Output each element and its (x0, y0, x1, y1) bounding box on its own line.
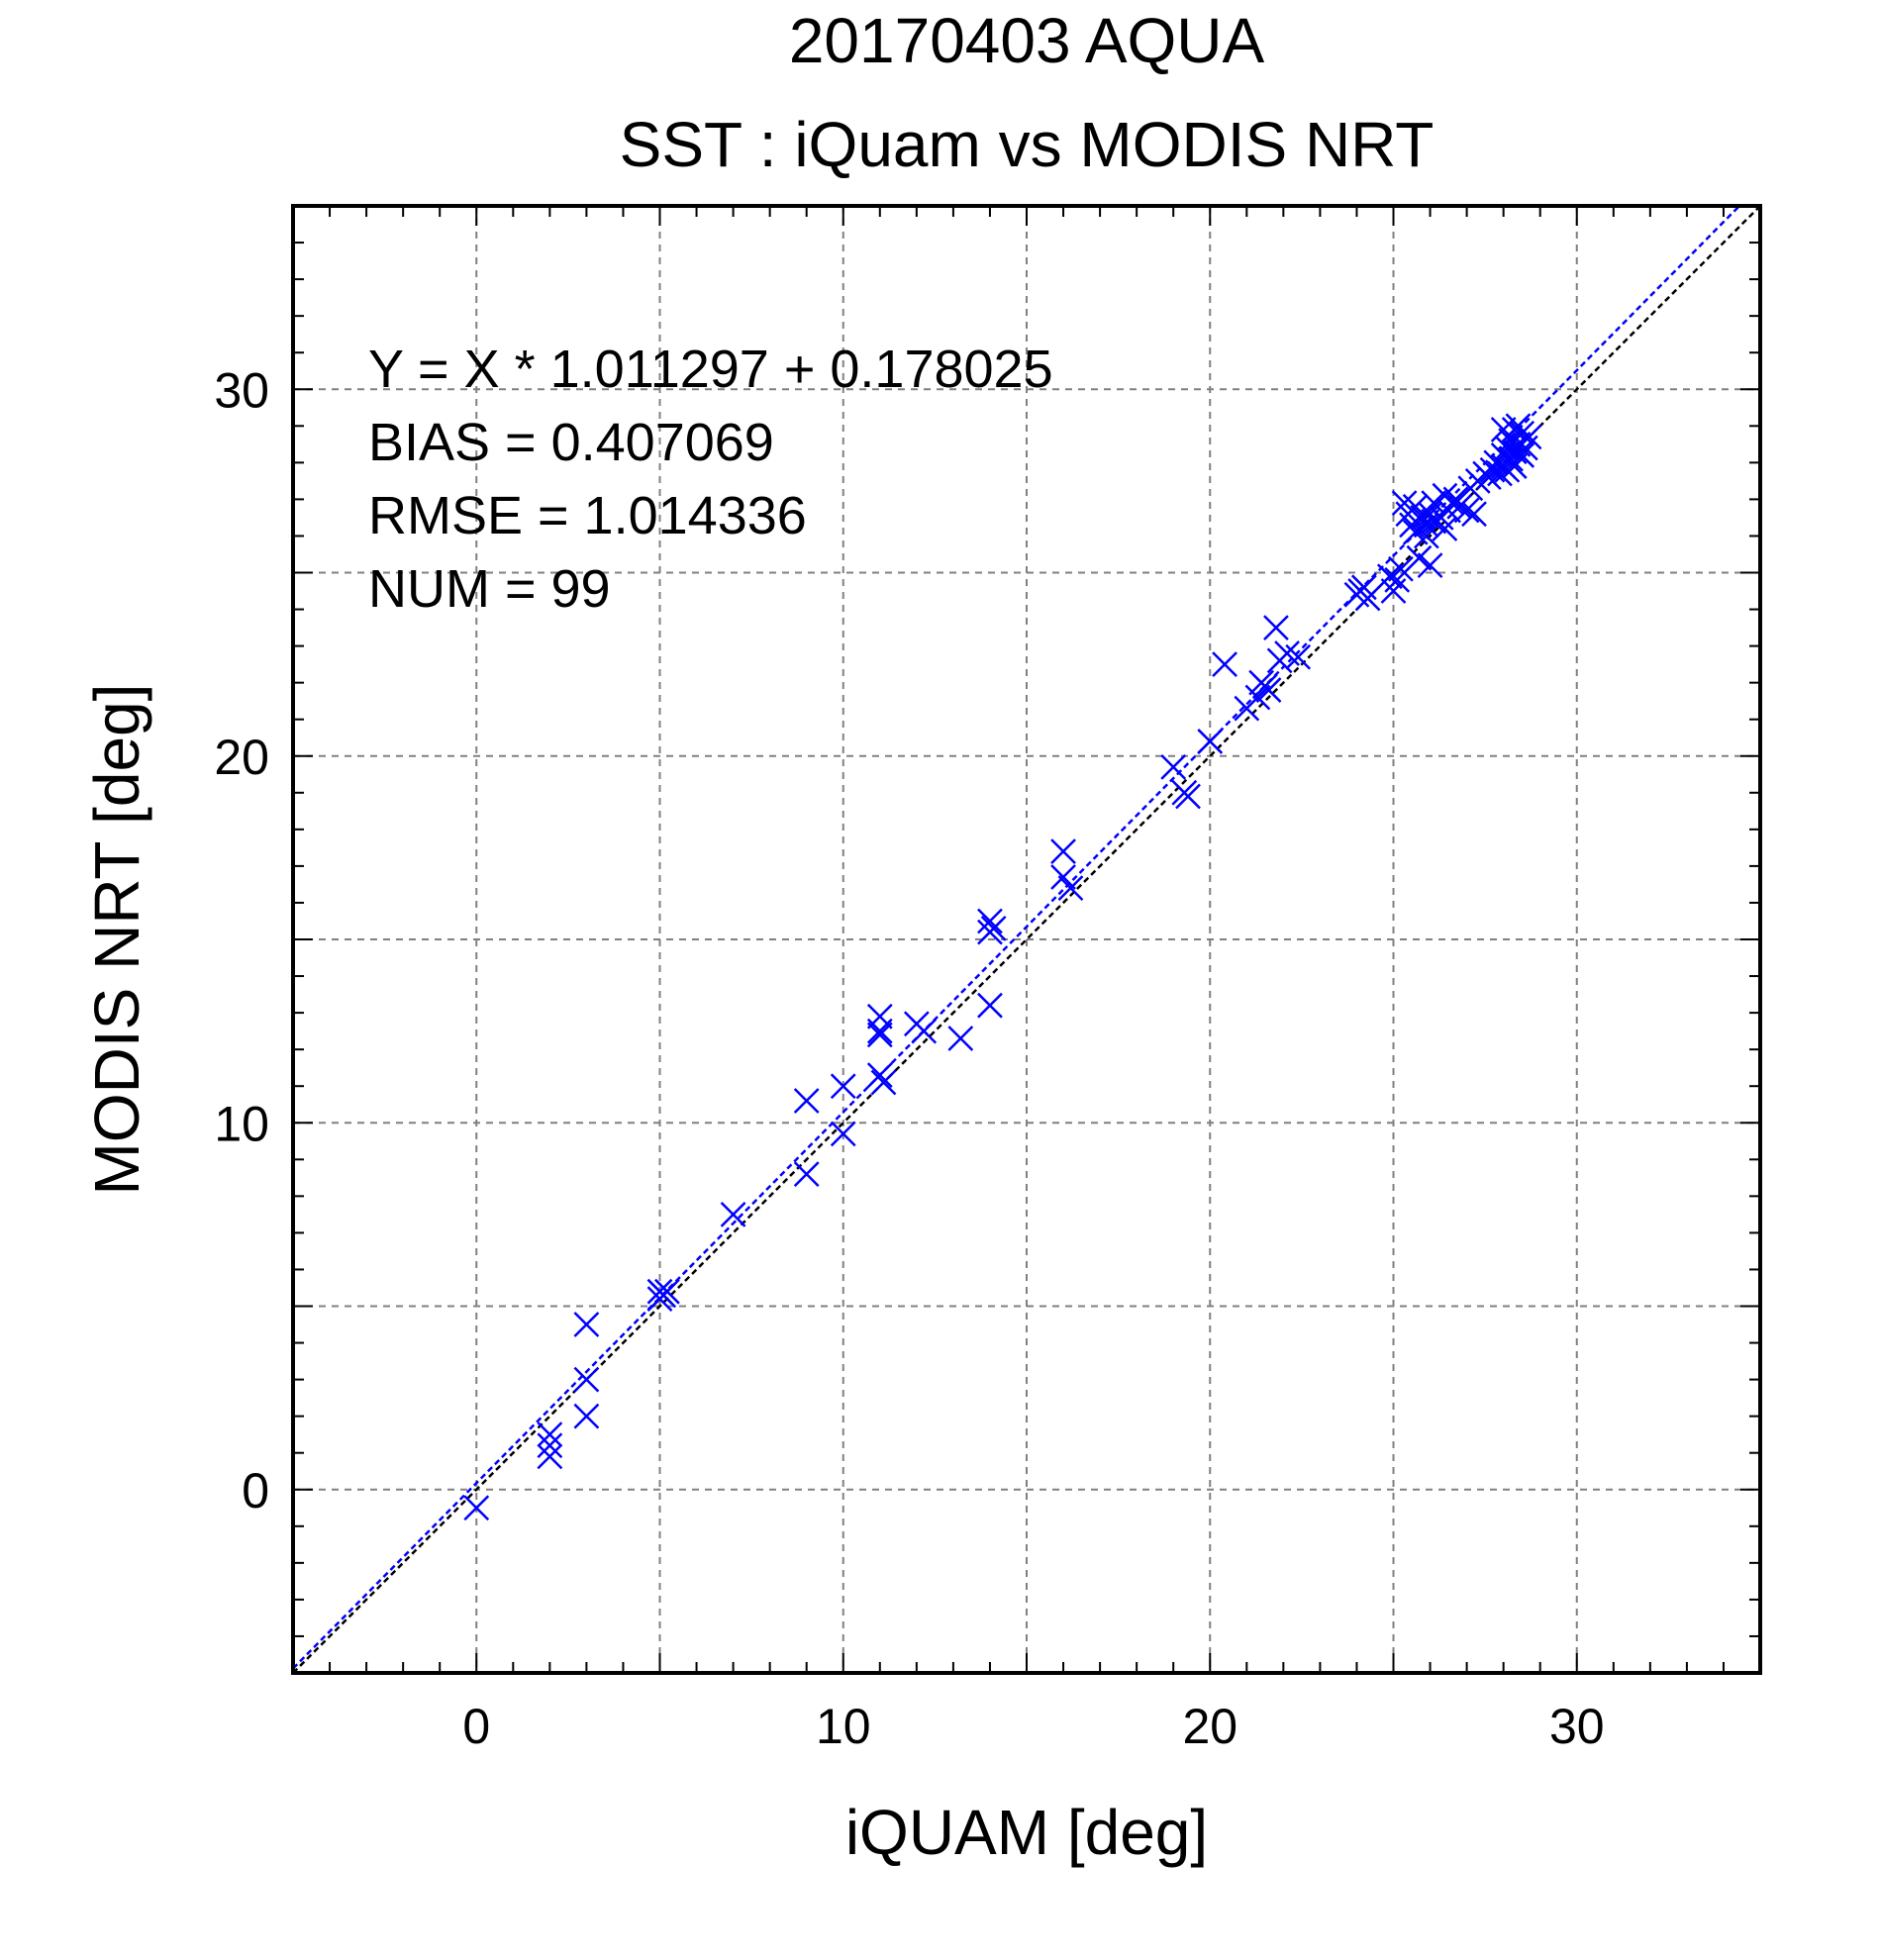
x-tick-label: 0 (462, 1699, 490, 1754)
data-point (1453, 497, 1480, 524)
plot-area (291, 204, 1762, 1675)
data-point (573, 1366, 600, 1393)
data-point (573, 1312, 600, 1337)
chart-title: 20170403 AQUA (789, 5, 1265, 76)
x-tick-label: 20 (1182, 1699, 1238, 1754)
data-point (1376, 563, 1403, 590)
x-axis-label: iQUAM [deg] (845, 1797, 1208, 1868)
data-point (1446, 493, 1473, 520)
data-point (1057, 875, 1084, 902)
data-point (1417, 552, 1443, 578)
data-point (1285, 643, 1312, 670)
data-point (1388, 555, 1414, 582)
data-point (1501, 453, 1528, 479)
data-point (1212, 651, 1238, 678)
data-point (1391, 490, 1418, 516)
data-point (866, 1018, 893, 1044)
data-point (866, 1022, 893, 1048)
bias-value: BIAS = 0.407069 (368, 413, 774, 472)
data-point (1263, 615, 1289, 640)
data-point (977, 908, 1003, 934)
data-point (1490, 417, 1517, 442)
data-point (1050, 864, 1076, 890)
data-point (1244, 684, 1271, 711)
chart-subtitle: SST : iQuam vs MODIS NRT (620, 109, 1435, 180)
data-point (720, 1201, 746, 1227)
grid (293, 206, 1760, 1673)
y-tick-label: 20 (214, 730, 269, 785)
data-point (1461, 501, 1487, 528)
x-tick-labels: 0 10 20 30 (462, 1699, 1604, 1754)
plot-frame (291, 204, 1762, 1675)
x-tick-label: 10 (816, 1699, 871, 1754)
x-tick-label: 30 (1549, 1699, 1605, 1754)
data-point (1354, 585, 1381, 612)
data-point (870, 1069, 897, 1096)
y-axis-label: MODIS NRT [deg] (81, 684, 152, 1196)
y-tick-label: 30 (214, 362, 269, 418)
data-point (573, 1403, 600, 1429)
rmse-value: RMSE = 1.014336 (368, 486, 807, 545)
data-point (866, 1062, 893, 1088)
title-group: 20170403 AQUA SST : iQuam vs MODIS NRT (620, 5, 1435, 180)
data-point (537, 1443, 563, 1470)
data-point (793, 1161, 820, 1188)
data-point (1406, 544, 1433, 571)
data-point (1175, 783, 1201, 810)
data-point (830, 1073, 856, 1100)
y-tick-label: 10 (214, 1096, 269, 1151)
data-point (980, 916, 1007, 941)
data-point (793, 1088, 820, 1114)
data-point (830, 1121, 856, 1147)
y-tick-labels: 0 10 20 30 (214, 362, 269, 1519)
data-point (911, 1018, 938, 1044)
data-point (537, 1421, 563, 1448)
stats-box: Y = X * 1.011297 + 0.178025 BIAS = 0.407… (368, 340, 1053, 619)
data-point (1050, 838, 1076, 864)
num-value: NUM = 99 (368, 559, 611, 619)
fit-equation: Y = X * 1.011297 + 0.178025 (368, 340, 1053, 399)
data-point (1197, 729, 1224, 754)
data-point (947, 1026, 974, 1051)
data-point (463, 1495, 490, 1521)
data-point (646, 1286, 673, 1312)
y-tick-label: 0 (242, 1463, 269, 1519)
data-point (1413, 523, 1439, 549)
data-point (1432, 482, 1458, 509)
data-point (1509, 442, 1535, 468)
data-point (1160, 753, 1187, 780)
data-point (537, 1432, 563, 1459)
data-points (463, 413, 1542, 1521)
data-point (1516, 424, 1542, 450)
data-point (977, 992, 1003, 1019)
data-point (1251, 673, 1278, 700)
